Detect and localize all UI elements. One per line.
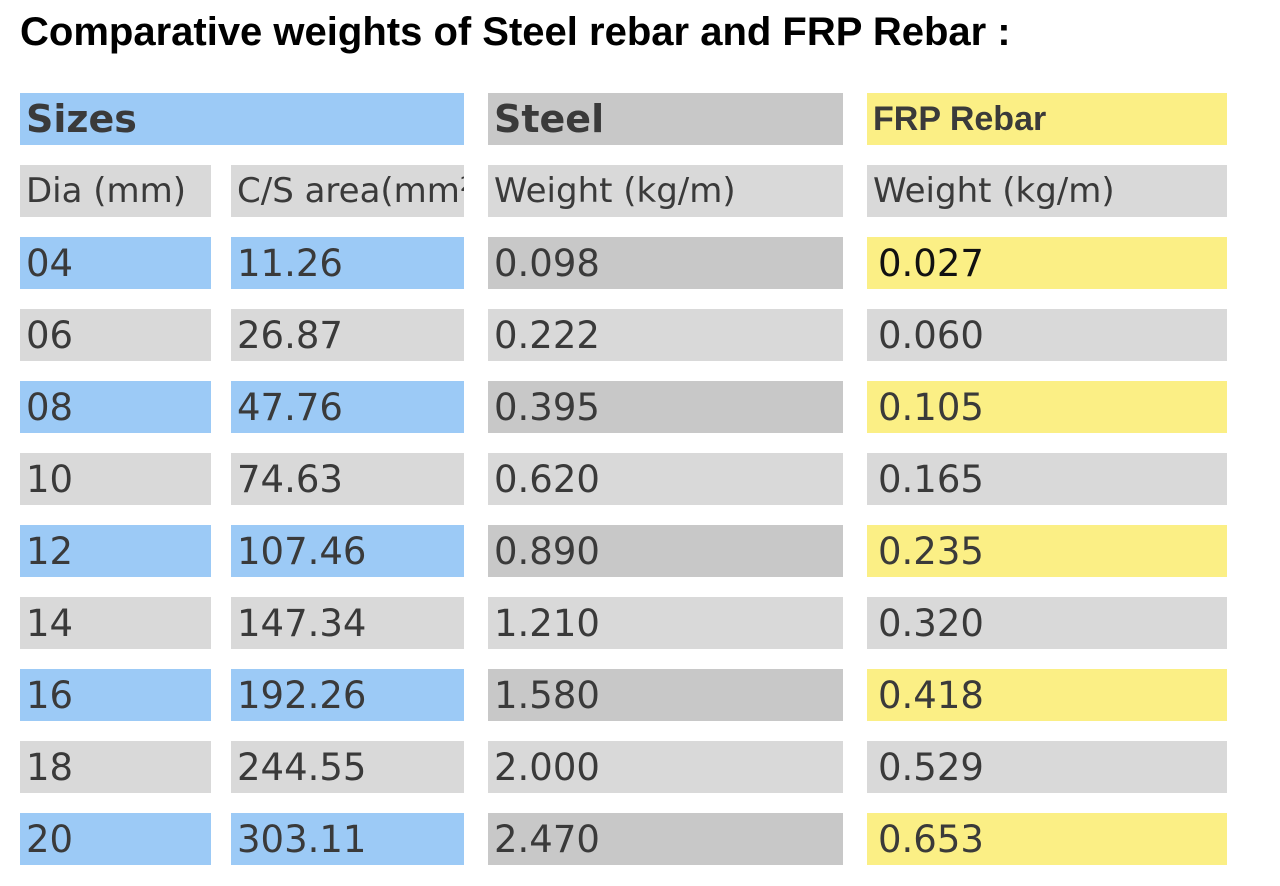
header-sizes: Sizes [20,93,464,145]
dia-cell: 14 [20,597,211,649]
steel-weight-cell: 0.890 [488,525,843,577]
dia-cell: 18 [20,741,211,793]
area-cell: 244.55 [231,741,464,793]
frp-weight-cell: 0.060 [867,309,1227,361]
steel-weight-cell: 2.000 [488,741,843,793]
dia-cell: 10 [20,453,211,505]
area-cell: 26.87 [231,309,464,361]
area-cell: 47.76 [231,381,464,433]
area-cell: 74.63 [231,453,464,505]
area-cell: 303.11 [231,813,464,865]
frp-weight-cell: 0.653 [867,813,1227,865]
area-cell: 107.46 [231,525,464,577]
frp-weight-cell: 0.165 [867,453,1227,505]
frp-weight-cell: 0.418 [867,669,1227,721]
page-title: Comparative weights of Steel rebar and F… [20,10,1011,54]
area-cell: 11.26 [231,237,464,289]
steel-weight-cell: 1.210 [488,597,843,649]
header-frp-rebar: FRP Rebar [867,93,1227,145]
subheader-dia: Dia (mm) [20,165,211,217]
area-cell: 147.34 [231,597,464,649]
dia-cell: 04 [20,237,211,289]
steel-weight-cell: 2.470 [488,813,843,865]
steel-weight-cell: 1.580 [488,669,843,721]
area-cell: 192.26 [231,669,464,721]
steel-weight-cell: 0.222 [488,309,843,361]
frp-weight-cell: 0.027 [867,237,1227,289]
subheader-frp-weight: Weight (kg/m) [867,165,1227,217]
dia-cell: 12 [20,525,211,577]
steel-weight-cell: 0.620 [488,453,843,505]
subheader-steel-weight: Weight (kg/m) [488,165,843,217]
subheader-area: C/S area(mm²) [231,165,464,217]
dia-cell: 16 [20,669,211,721]
header-steel: Steel [488,93,843,145]
steel-weight-cell: 0.098 [488,237,843,289]
frp-weight-cell: 0.529 [867,741,1227,793]
frp-weight-cell: 0.105 [867,381,1227,433]
dia-cell: 06 [20,309,211,361]
steel-weight-cell: 0.395 [488,381,843,433]
frp-weight-cell: 0.320 [867,597,1227,649]
dia-cell: 20 [20,813,211,865]
dia-cell: 08 [20,381,211,433]
frp-weight-cell: 0.235 [867,525,1227,577]
